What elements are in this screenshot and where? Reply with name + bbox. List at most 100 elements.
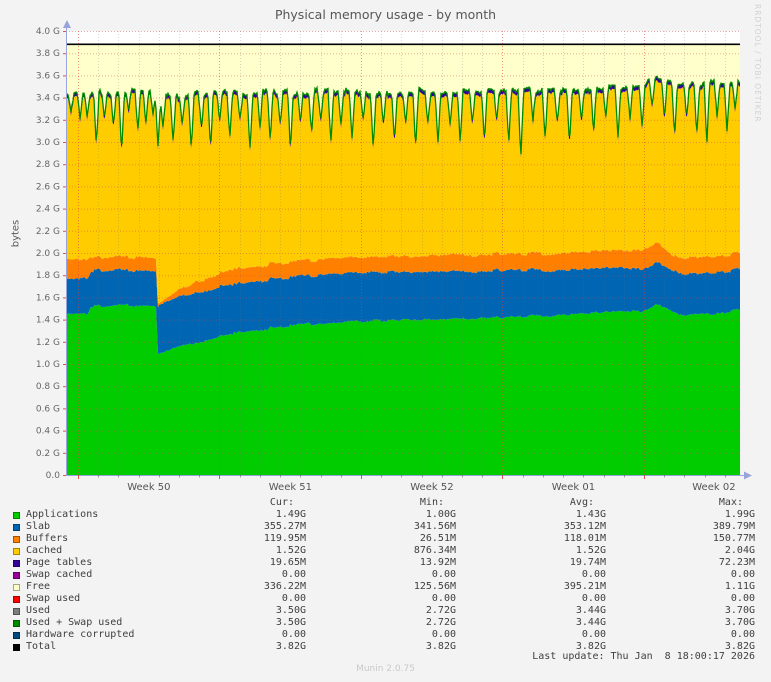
- y-tick-label: 0.4 G: [36, 427, 60, 437]
- legend-row-page_tables: Page tables 19.65M 13.92M 19.74M 72.23M: [0, 557, 755, 569]
- legend-label: Page tables: [26, 557, 93, 568]
- legend-row-slab: Slab 355.27M 341.56M 353.12M 389.79M: [0, 521, 755, 533]
- last-update-text: Last update: Thu Jan 8 18:00:17 2026: [532, 651, 755, 662]
- legend-swatch-used_swap_used: [13, 619, 20, 627]
- legend-value-min: 2.72G: [425, 605, 456, 616]
- legend-value-min: 3.82G: [425, 641, 456, 652]
- legend-value-cur: 3.50G: [275, 605, 306, 616]
- legend-swatch-slab: [13, 523, 20, 531]
- legend-swatch-hardware_corrupted: [13, 631, 20, 639]
- area-slab: [66, 261, 740, 354]
- area-cached: [66, 80, 740, 304]
- legend-value-max: 389.79M: [712, 521, 755, 532]
- legend-label: Hardware corrupted: [26, 629, 135, 640]
- legend-row-swap_used: Swap used 0.00 0.00 0.00 0.00: [0, 593, 755, 605]
- legend-label: Free: [26, 581, 51, 592]
- munin-version: Munin 2.0.75: [356, 664, 415, 674]
- legend-value-max: 0.00: [730, 569, 755, 580]
- grid: [66, 31, 740, 475]
- legend-label: Used + Swap used: [26, 617, 123, 628]
- y-tick-label: 1.2 G: [36, 338, 60, 348]
- legend-column-header: Max:: [718, 497, 743, 508]
- legend-value-cur: 1.52G: [275, 545, 306, 556]
- y-tick-label: 0.8 G: [36, 382, 60, 392]
- legend-row-used: Used 3.50G 2.72G 3.44G 3.70G: [0, 605, 755, 617]
- legend-swatch-page_tables: [13, 559, 20, 567]
- y-tick-label: 0.0: [46, 471, 61, 481]
- legend-label: Swap cached: [26, 569, 93, 580]
- y-tick-label: 3.4 G: [36, 94, 60, 104]
- legend-row-free: Free 336.22M 125.56M 395.21M 1.11G: [0, 581, 755, 593]
- legend-value-max: 1.11G: [724, 581, 755, 592]
- legend-label: Slab: [26, 521, 51, 532]
- legend-value-max: 72.23M: [718, 557, 755, 568]
- legend-value-min: 0.00: [431, 569, 456, 580]
- legend-value-avg: 0.00: [581, 629, 606, 640]
- legend-row-swap_cached: Swap cached 0.00 0.00 0.00 0.00: [0, 569, 755, 581]
- x-week-label: Week 52: [410, 482, 453, 493]
- legend-row-cached: Cached 1.52G 876.34M 1.52G 2.04G: [0, 545, 755, 557]
- y-tick-label: 1.4 G: [36, 316, 60, 326]
- legend-row-total: Total 3.82G 3.82G 3.82G 3.82G: [0, 641, 755, 653]
- legend-value-avg: 1.43G: [575, 509, 606, 520]
- memory-usage-chart: 0.0 0.2 G 0.4 G 0.6 G 0.8 G 1.0 G 1.2 G 1.4 G 1.…: [36, 20, 752, 493]
- legend-value-min: 26.51M: [419, 533, 456, 544]
- legend-value-min: 13.92M: [419, 557, 456, 568]
- legend-column-header: Cur:: [269, 497, 294, 508]
- legend-value-cur: 19.65M: [269, 557, 306, 568]
- legend-value-min: 0.00: [431, 629, 456, 640]
- legend-table: Cur: Min: Avg: Max: Applications 1.49G 1.00G 1.…: [0, 497, 755, 653]
- legend-value-avg: 395.21M: [563, 581, 606, 592]
- legend-value-avg: 19.74M: [569, 557, 606, 568]
- legend-value-cur: 0.00: [281, 569, 306, 580]
- x-week-label: Week 50: [127, 482, 170, 493]
- legend-row-used_swap_used: Used + Swap used 3.50G 2.72G 3.44G 3.70G: [0, 617, 755, 629]
- legend-value-cur: 0.00: [281, 629, 306, 640]
- legend-value-min: 2.72G: [425, 617, 456, 628]
- legend-value-avg: 118.01M: [563, 533, 606, 544]
- x-week-label: Week 01: [552, 482, 595, 493]
- legend-value-cur: 119.95M: [263, 533, 306, 544]
- legend-value-cur: 1.49G: [275, 509, 306, 520]
- legend-value-cur: 3.82G: [275, 641, 306, 652]
- legend-header-row: Cur: Min: Avg: Max:: [0, 497, 755, 509]
- line-used-swap-used: [66, 75, 741, 154]
- legend-label: Used: [26, 605, 51, 616]
- area-buffers: [66, 241, 740, 308]
- legend-value-avg: 1.52G: [575, 545, 606, 556]
- legend-value-max: 3.70G: [724, 605, 755, 616]
- legend-swatch-applications: [13, 511, 20, 519]
- y-tick-label: 3.6 G: [36, 71, 60, 81]
- area-applications: [66, 303, 740, 475]
- legend-value-cur: 3.50G: [275, 617, 306, 628]
- y-tick-label: 0.6 G: [36, 404, 60, 414]
- legend-row-buffers: Buffers 119.95M 26.51M 118.01M 150.77M: [0, 533, 755, 545]
- area-free: [66, 44, 740, 154]
- y-tick-label: 3.2 G: [36, 116, 60, 126]
- legend-label: Total: [26, 641, 57, 652]
- legend-row-hardware_corrupted: Hardware corrupted 0.00 0.00 0.00 0.00: [0, 629, 755, 641]
- legend-label: Applications: [26, 509, 99, 520]
- legend-value-avg: 3.44G: [575, 605, 606, 616]
- legend-swatch-swap_used: [13, 595, 20, 603]
- legend-value-avg: 3.44G: [575, 617, 606, 628]
- legend-swatch-buffers: [13, 535, 20, 543]
- legend-value-min: 876.34M: [413, 545, 456, 556]
- y-tick-label: 4.0 G: [36, 27, 60, 37]
- legend-swatch-cached: [13, 547, 20, 555]
- y-tick-label: 1.0 G: [36, 360, 60, 370]
- chart-title: Physical memory usage - by month: [274, 7, 497, 22]
- legend-column-header: Min:: [419, 497, 444, 508]
- y-tick-label: 0.2 G: [36, 449, 60, 459]
- legend-label: Swap used: [26, 593, 81, 604]
- legend-value-max: 0.00: [730, 629, 755, 640]
- legend-value-min: 0.00: [431, 593, 456, 604]
- y-tick-label: 3.8 G: [36, 49, 60, 59]
- rrdtool-watermark: RRDTOOL / TOBI OETIKER: [753, 4, 762, 123]
- legend-swatch-total: [13, 643, 20, 651]
- y-tick-label: 1.8 G: [36, 271, 60, 281]
- x-week-label: Week 51: [269, 482, 312, 493]
- y-tick-label: 2.0 G: [36, 249, 60, 259]
- legend-value-max: 150.77M: [712, 533, 755, 544]
- y-tick-label: 3.0 G: [36, 138, 60, 148]
